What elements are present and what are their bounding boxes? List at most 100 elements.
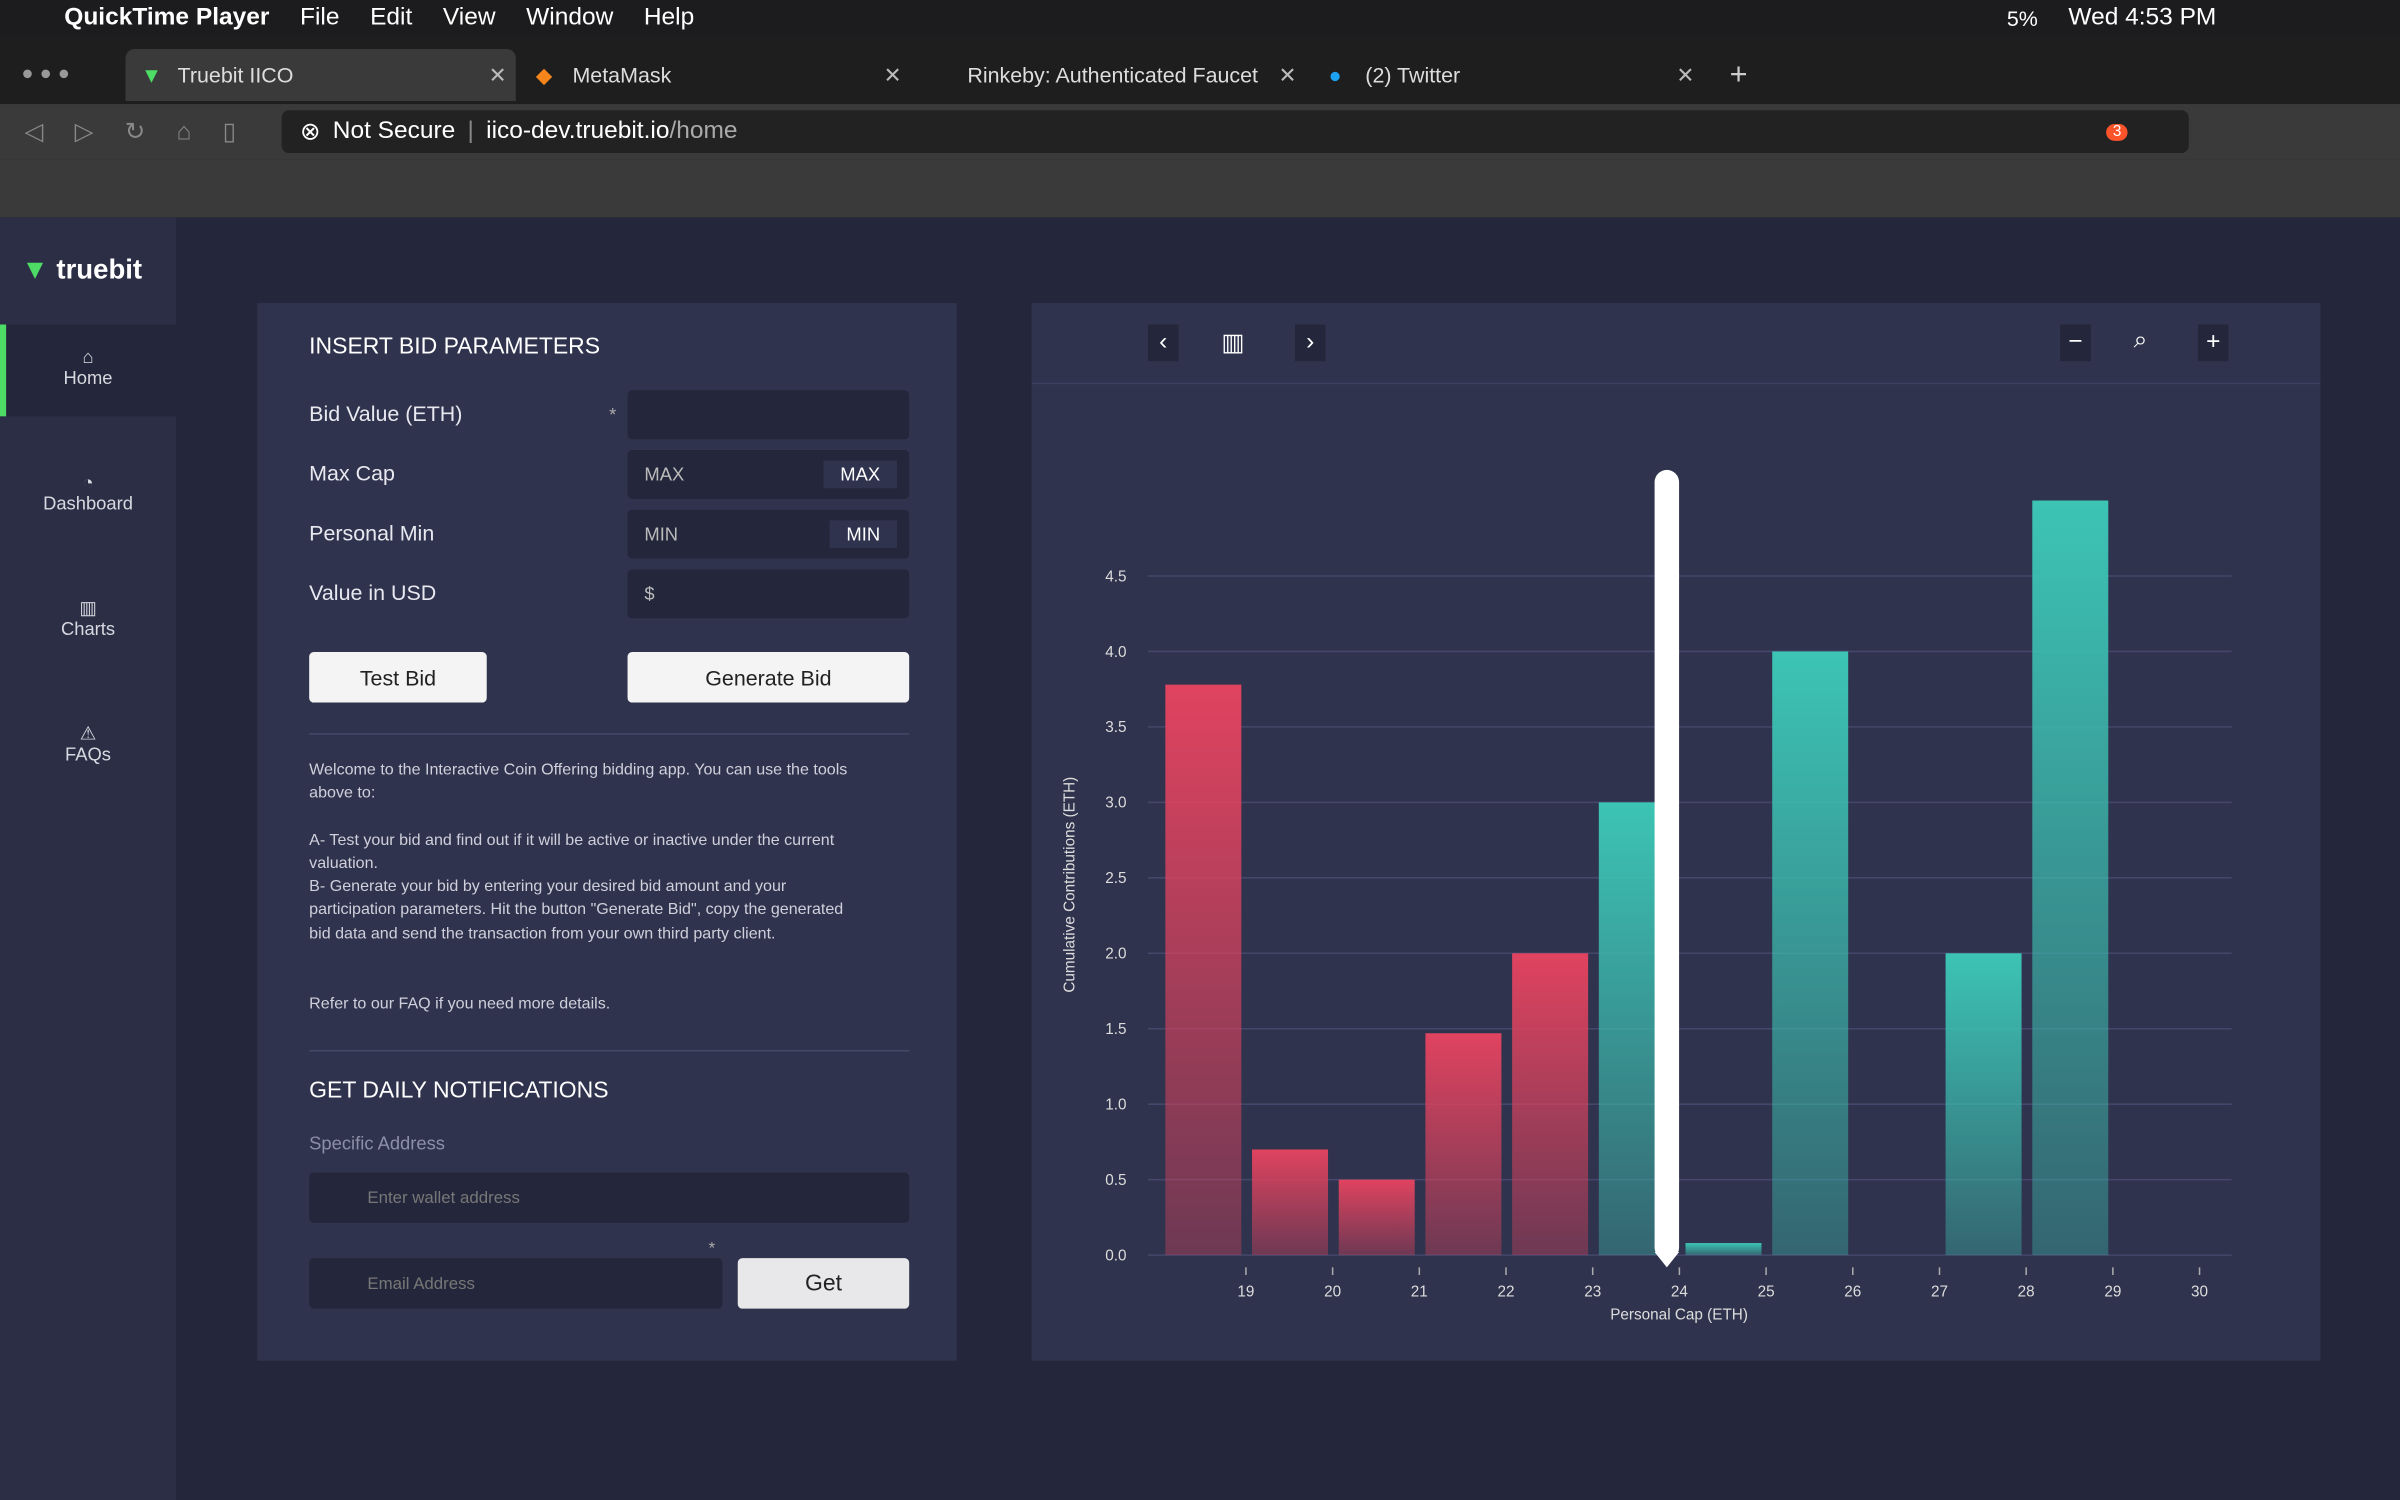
x-tick-label: 30 bbox=[2191, 1283, 2208, 1300]
tab-title: MetaMask bbox=[572, 62, 672, 88]
chart-icon[interactable]: ▥ bbox=[1221, 330, 1245, 357]
bar bbox=[1685, 1243, 1762, 1256]
placeholder: Email Address bbox=[367, 1274, 475, 1293]
menu-item[interactable]: Window bbox=[526, 4, 614, 31]
tab[interactable]: ◆ MetaMask ✕ bbox=[535, 61, 902, 88]
tab[interactable]: ▼ Truebit IICO ✕ bbox=[125, 48, 516, 102]
placeholder: MIN bbox=[644, 523, 679, 545]
menu-item[interactable]: File bbox=[299, 4, 340, 31]
tab[interactable]: ● (2) Twitter ✕ bbox=[1328, 61, 1695, 88]
chart: Personal Cap (ETH) Cumulative Contributi… bbox=[1061, 469, 2232, 1323]
nav-item[interactable]: ▥ Charts bbox=[0, 597, 176, 640]
y-tick-label: 3.5 bbox=[1105, 719, 1126, 736]
nav-label: Home bbox=[63, 367, 113, 389]
field-label: Specific Address bbox=[309, 1132, 445, 1155]
x-tick-label: 20 bbox=[1324, 1283, 1341, 1300]
bid-panel: INSERT BID PARAMETERS Bid Value (ETH) * … bbox=[257, 303, 957, 1361]
next-button[interactable]: › bbox=[1294, 324, 1326, 362]
tab-bar: ●●● ▼ Truebit IICO ✕ ◆ MetaMask ✕ Rinkeby: A… bbox=[0, 36, 2400, 105]
field-label: Value in USD bbox=[309, 580, 437, 605]
panel-title: INSERT BID PARAMETERS bbox=[309, 333, 601, 360]
generate-bid-button[interactable]: Generate Bid bbox=[627, 652, 910, 703]
field-label: Bid Value (ETH) bbox=[309, 401, 463, 426]
help-text: B- Generate your bid by entering your de… bbox=[309, 877, 844, 943]
bar bbox=[1252, 1149, 1329, 1256]
x-tick-label: 22 bbox=[1497, 1283, 1514, 1300]
app-name[interactable]: QuickTime Player bbox=[64, 4, 270, 31]
battery: 5% bbox=[2006, 6, 2038, 31]
tab[interactable]: Rinkeby: Authenticated Faucet ✕ bbox=[967, 61, 1297, 88]
address-bar[interactable]: ⊗ Not Secure | iico-dev.truebit.io/home … bbox=[281, 110, 2189, 154]
usd-input[interactable]: $ bbox=[627, 569, 910, 619]
bar bbox=[2032, 500, 2109, 1256]
x-tick-label: 19 bbox=[1237, 1283, 1254, 1300]
nav-item[interactable]: ◔ Dashboard bbox=[0, 471, 176, 514]
field-label: Personal Min bbox=[309, 520, 435, 545]
zoom-reset-button[interactable]: ⌕ bbox=[2133, 327, 2148, 354]
menu-item[interactable]: Help bbox=[643, 4, 695, 31]
email-input[interactable]: Email Address bbox=[309, 1258, 723, 1309]
x-tick-label: 21 bbox=[1411, 1283, 1428, 1300]
x-tick-label: 28 bbox=[2018, 1283, 2035, 1300]
range-slider-pointer bbox=[1654, 1252, 1680, 1268]
help-text: A- Test your bid and find out if it will… bbox=[309, 831, 835, 873]
prev-button[interactable]: ‹ bbox=[1147, 324, 1179, 362]
bar bbox=[1772, 651, 1849, 1256]
nav-item[interactable]: ⚠ FAQs bbox=[0, 722, 176, 765]
divider bbox=[309, 733, 910, 735]
help-text: Welcome to the Interactive Coin Offering… bbox=[309, 760, 848, 803]
sidebar: ▼ truebit ⌂ Home ◔ Dashboard ▥ Charts ⚠ FAQs bbox=[0, 217, 177, 1500]
logo-text: truebit bbox=[56, 254, 143, 285]
x-tick-label: 24 bbox=[1671, 1283, 1689, 1300]
new-tab[interactable]: + bbox=[1729, 58, 1748, 92]
help-text: Refer to our FAQ if you need more detail… bbox=[309, 994, 611, 1014]
nav-buttons[interactable]: ◁ ▷ ↻ ⌂ ▯ bbox=[24, 119, 237, 146]
y-tick-label: 4.0 bbox=[1105, 644, 1126, 661]
personal-min-input[interactable]: MIN MIN bbox=[627, 509, 910, 559]
placeholder: MAX bbox=[644, 463, 685, 486]
y-tick-label: 0.5 bbox=[1105, 1172, 1126, 1189]
bar bbox=[1165, 684, 1242, 1256]
get-button[interactable]: Get bbox=[737, 1258, 910, 1309]
tab-title: Truebit IICO bbox=[177, 62, 294, 88]
x-tick-label: 29 bbox=[2104, 1283, 2121, 1300]
test-bid-button[interactable]: Test Bid bbox=[309, 652, 487, 703]
max-cap-input[interactable]: MAX MAX bbox=[627, 449, 910, 499]
window-controls[interactable]: ●●● bbox=[21, 61, 76, 85]
y-tick-label: 2.0 bbox=[1105, 946, 1126, 963]
required-mark: * bbox=[609, 404, 617, 426]
x-tick-label: 26 bbox=[1844, 1283, 1861, 1300]
max-button[interactable]: MAX bbox=[823, 460, 897, 489]
tab-title: Rinkeby: Authenticated Faucet bbox=[967, 62, 1259, 88]
x-axis-title: Personal Cap (ETH) bbox=[1610, 1306, 1748, 1323]
min-button[interactable]: MIN bbox=[829, 520, 897, 548]
menu-item[interactable]: View bbox=[442, 4, 496, 31]
nav-label: Charts bbox=[60, 618, 116, 640]
y-tick-label: 0.0 bbox=[1105, 1247, 1126, 1264]
y-tick-label: 4.5 bbox=[1105, 568, 1126, 585]
wallet-input[interactable]: Enter wallet address bbox=[309, 1172, 910, 1223]
logo[interactable]: ▼ truebit bbox=[21, 254, 143, 285]
zoom-in-button[interactable]: + bbox=[2197, 324, 2229, 362]
bid-input[interactable] bbox=[627, 390, 910, 440]
url-host: iico-dev.truebit.io bbox=[486, 117, 670, 144]
zoom-out-button[interactable]: − bbox=[2060, 324, 2091, 362]
menu-item[interactable]: Edit bbox=[370, 4, 413, 31]
bar bbox=[1338, 1179, 1415, 1256]
x-tick-label: 27 bbox=[1931, 1283, 1948, 1300]
field-label: Max Cap bbox=[309, 460, 395, 486]
placeholder: $ bbox=[644, 583, 655, 605]
nav-label: Dashboard bbox=[43, 492, 133, 515]
bar bbox=[1512, 953, 1589, 1256]
shield-badge[interactable]: 3 bbox=[2106, 123, 2128, 141]
y-tick-label: 1.5 bbox=[1105, 1021, 1126, 1038]
y-tick-label: 2.5 bbox=[1105, 870, 1126, 887]
tab-title: (2) Twitter bbox=[1365, 62, 1461, 88]
nav-item[interactable]: ⌂ Home bbox=[0, 346, 176, 389]
bar bbox=[1425, 1033, 1502, 1256]
toolbar-strip bbox=[0, 159, 2400, 218]
required-mark: * bbox=[708, 1239, 716, 1259]
range-slider-handle bbox=[1654, 469, 1680, 1260]
